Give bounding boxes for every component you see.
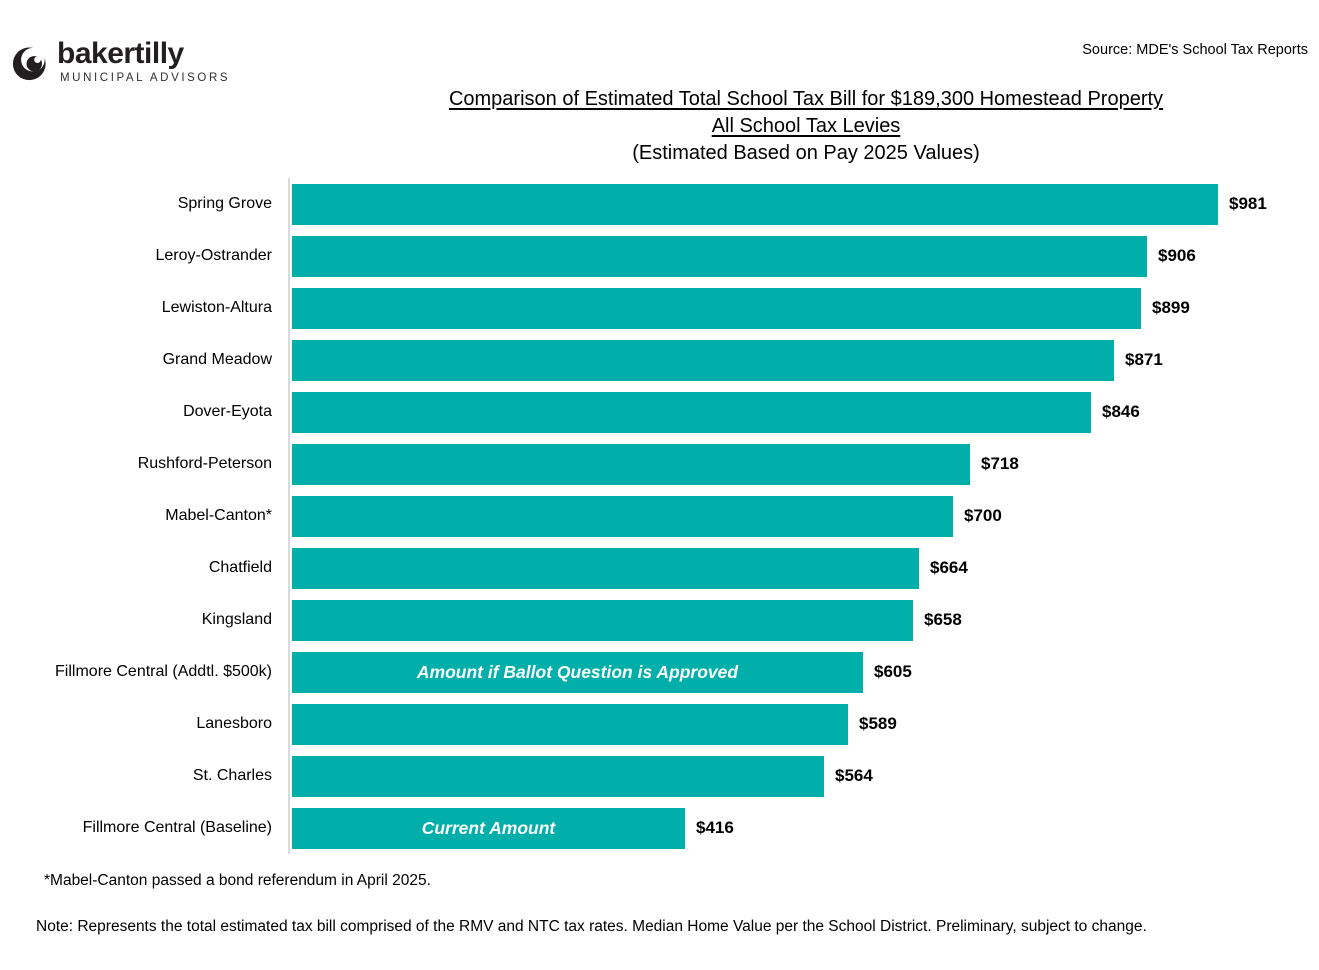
bar-track: $658 — [288, 594, 1319, 646]
value-label: $899 — [1152, 298, 1190, 317]
bar — [292, 443, 970, 485]
bar-track: Current Amount $416 — [288, 802, 1319, 854]
bar: Amount if Ballot Question is Approved — [292, 651, 863, 693]
category-label: Lanesboro — [196, 715, 272, 732]
category-label: Fillmore Central (Addtl. $500k) — [55, 663, 272, 680]
value-label: $846 — [1102, 402, 1140, 421]
bar — [292, 703, 848, 745]
category-label: St. Charles — [192, 767, 272, 784]
bar — [292, 339, 1114, 381]
chart-title-line2: All School Tax Levies — [711, 115, 901, 137]
bar-track: Amount if Ballot Question is Approved $60… — [288, 646, 1319, 698]
value-label: $664 — [930, 558, 968, 577]
chart-title-line1: Comparison of Estimated Total School Tax… — [448, 88, 1164, 110]
value-label: $564 — [835, 766, 873, 785]
chart-bar-row: Kingsland $658 — [0, 594, 1319, 646]
value-label: $700 — [964, 506, 1002, 525]
category-label: Spring Grove — [177, 195, 272, 212]
chart-bar-row: Fillmore Central (Baseline) Current Amoun… — [0, 802, 1319, 854]
chart-bar-row: Mabel-Canton* $700 — [0, 490, 1319, 542]
value-label: $605 — [874, 662, 912, 681]
value-label: $871 — [1125, 350, 1163, 369]
bar-track: $871 — [288, 334, 1319, 386]
bar — [292, 287, 1141, 329]
chart-bar-row: Fillmore Central (Addtl. $500k) Amount if… — [0, 646, 1319, 698]
value-label: $906 — [1158, 246, 1196, 265]
bar-annotation: Current Amount — [421, 817, 556, 838]
footnote-asterisk: *Mabel-Canton passed a bond referendum i… — [44, 872, 431, 889]
bar-track: $981 — [288, 178, 1319, 230]
category-label: Chatfield — [208, 559, 272, 576]
value-label: $658 — [924, 610, 962, 629]
chart-title-line3: (Estimated Based on Pay 2025 Values) — [632, 142, 980, 164]
bar-annotation: Amount if Ballot Question is Approved — [416, 661, 739, 682]
source-attribution: Source: MDE's School Tax Reports — [1082, 42, 1308, 58]
bar — [292, 183, 1218, 225]
chart-bar-row: Spring Grove $981 — [0, 178, 1319, 230]
logo-brand-text: bakertilly — [57, 37, 184, 70]
bar — [292, 235, 1147, 277]
category-label: Kingsland — [201, 611, 272, 628]
bar — [292, 391, 1091, 433]
bakertilly-logo: bakertilly MUNICIPAL ADVISORS — [12, 37, 230, 85]
bar-track: $589 — [288, 698, 1319, 750]
chart-title: Comparison of Estimated Total School Tax… — [300, 86, 1312, 167]
category-label: Dover-Eyota — [183, 403, 272, 420]
bar — [292, 599, 913, 641]
chart-bar-row: St. Charles $564 — [0, 750, 1319, 802]
value-label: $981 — [1229, 194, 1267, 213]
bar-track: $899 — [288, 282, 1319, 334]
value-label: $416 — [696, 818, 734, 837]
bar-track: $700 — [288, 490, 1319, 542]
bar — [292, 547, 919, 589]
chart-bar-row: Grand Meadow $871 — [0, 334, 1319, 386]
bar: Current Amount — [292, 807, 685, 849]
bar-track: $906 — [288, 230, 1319, 282]
bar — [292, 755, 824, 797]
chart-bar-row: Chatfield $664 — [0, 542, 1319, 594]
value-label: $589 — [859, 714, 897, 733]
bar — [292, 495, 953, 537]
category-label: Fillmore Central (Baseline) — [82, 819, 272, 836]
category-label: Rushford-Peterson — [137, 455, 272, 472]
chart-bar-row: Leroy-Ostrander $906 — [0, 230, 1319, 282]
category-label: Grand Meadow — [162, 351, 272, 368]
chart-bar-row: Lanesboro $589 — [0, 698, 1319, 750]
value-label: $718 — [981, 454, 1019, 473]
footnote-note: Note: Represents the total estimated tax… — [36, 918, 1147, 935]
category-label: Mabel-Canton* — [165, 507, 272, 524]
bakertilly-mark-icon — [12, 47, 46, 81]
category-label: Leroy-Ostrander — [155, 247, 273, 264]
chart-bar-row: Rushford-Peterson $718 — [0, 438, 1319, 490]
bar-track: $718 — [288, 438, 1319, 490]
bar-track: $846 — [288, 386, 1319, 438]
logo-subbrand-text: MUNICIPAL ADVISORS — [60, 72, 231, 84]
chart-bar-row: Dover-Eyota $846 — [0, 386, 1319, 438]
bar-chart: Spring Grove $981 Leroy-Ostrander $906 Lewis… — [0, 178, 1319, 854]
bar-track: $664 — [288, 542, 1319, 594]
category-label: Lewiston-Altura — [161, 299, 272, 316]
bar-track: $564 — [288, 750, 1319, 802]
chart-bar-row: Lewiston-Altura $899 — [0, 282, 1319, 334]
